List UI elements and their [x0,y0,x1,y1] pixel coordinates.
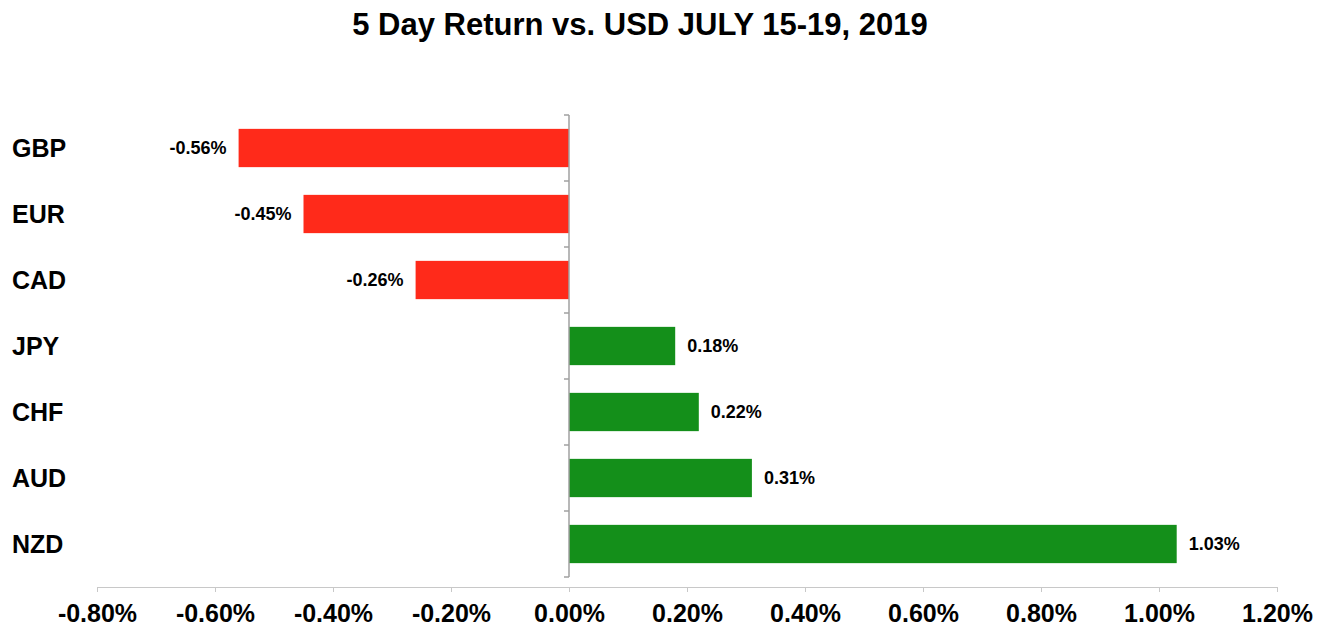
x-tick-label: -0.80% [58,599,137,627]
x-tick-mark [1041,587,1042,592]
x-tick-mark [1159,587,1160,592]
x-tick-label: 0.20% [652,599,723,627]
bars [239,129,1177,563]
bar [569,327,675,365]
category-separator [564,246,569,248]
bar [569,393,699,431]
x-tick-label: 0.80% [1006,599,1077,627]
category-label: EUR [12,200,65,228]
title: 5 Day Return vs. USD JULY 15-19, 2019 [352,7,928,42]
data-label: 0.18% [687,336,738,356]
x-tick: 0.80% [1006,587,1077,627]
zero-line [568,115,570,577]
x-tick: 0.60% [888,587,959,627]
x-tick: -0.20% [412,587,491,627]
x-tick-label: 1.20% [1242,599,1313,627]
category-separator [564,510,569,512]
x-tick-mark [569,587,570,592]
category-separator [564,114,569,116]
x-tick: -0.40% [294,587,373,627]
x-tick-mark [97,587,98,592]
x-tick-mark [1277,587,1278,592]
x-tick: 0.00% [534,587,605,627]
category-axis [564,115,569,577]
x-tick-mark [333,587,334,592]
category-separator [564,576,569,578]
category-separator [564,180,569,182]
data-label: -0.45% [234,204,291,224]
category-separator [564,444,569,446]
bar [569,525,1177,563]
category-separator [564,378,569,380]
x-tick: 1.00% [1124,587,1195,627]
bar [569,459,752,497]
x-tick-label: -0.60% [176,599,255,627]
x-tick-mark [215,587,216,592]
data-label: -0.26% [347,270,404,290]
data-label: 0.31% [764,468,815,488]
x-tick-label: -0.40% [294,599,373,627]
x-tick: 0.20% [652,587,723,627]
category-label: CAD [12,266,66,294]
x-tick: -0.80% [58,587,137,627]
x-tick: -0.60% [176,587,255,627]
data-labels: -0.56% -0.45% -0.26% 0.18% 0.22% 0.31% 1.03% [170,138,1240,554]
bar [416,261,569,299]
category-label: GBP [12,134,66,162]
category-label: NZD [12,530,63,558]
x-tick-label: 1.00% [1124,599,1195,627]
x-tick-label: -0.20% [412,599,491,627]
data-label: 1.03% [1189,534,1240,554]
data-label: -0.56% [170,138,227,158]
x-axis: -0.80% -0.60% -0.40% -0.20% 0.00% 0.20% 0.40% 0… [58,587,1313,627]
chart: 5 Day Return vs. USD JULY 15-19, 2019 GBP… [0,0,1342,636]
x-tick-label: 0.40% [770,599,841,627]
category-labels: GBP EUR CAD JPY CHF AUD NZD [12,134,66,558]
x-tick-mark [805,587,806,592]
bar [304,195,570,233]
category-separator [564,312,569,314]
x-tick-label: 0.60% [888,599,959,627]
x-tick: 0.40% [770,587,841,627]
x-tick-mark [923,587,924,592]
x-axis-line [98,588,1278,593]
data-label: 0.22% [711,402,762,422]
x-tick-label: 0.00% [534,599,605,627]
category-label: JPY [12,332,60,360]
bar [239,129,569,167]
category-label: CHF [12,398,63,426]
x-tick: 1.20% [1242,587,1313,627]
category-label: AUD [12,464,66,492]
x-tick-mark [687,587,688,592]
x-tick-mark [451,587,452,592]
